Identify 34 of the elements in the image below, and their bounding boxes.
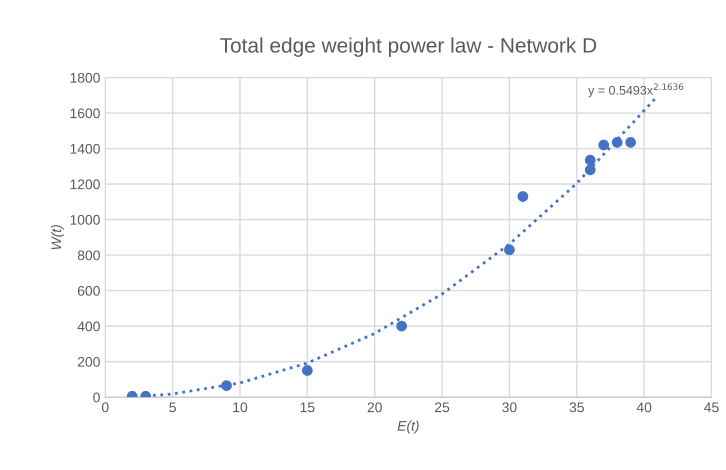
x-tick-label: 35 [570, 402, 584, 412]
x-axis-title: E(t) [398, 420, 419, 434]
x-tick-label: 30 [502, 402, 517, 412]
point [598, 140, 610, 150]
point [584, 154, 596, 166]
point [612, 137, 623, 148]
x-tick-label: 45 [704, 402, 719, 412]
y-tick-label: 200 [78, 356, 100, 367]
y-tick-label: 600 [78, 286, 100, 296]
point [396, 320, 407, 332]
point [302, 365, 313, 376]
point [625, 137, 636, 148]
y-tick-label: 1200 [70, 179, 100, 190]
y-tick-label: 800 [78, 250, 100, 260]
y-axis-title: W(t) [51, 225, 64, 250]
x-tick-label: 20 [368, 402, 382, 412]
y-tick-label: 1400 [70, 144, 100, 154]
y-tick-label: 1600 [70, 108, 100, 118]
y-tick-label: 0 [93, 392, 100, 402]
y-tick-label: 1800 [70, 72, 100, 83]
x-tick-label: 10 [233, 402, 248, 412]
x-tick-label: 15 [300, 402, 314, 412]
chart-title: Total edge weight power law - Network D [220, 37, 596, 57]
annotation: y = 0.5493x$^{2.1636}$ [588, 83, 684, 98]
x-tick-label: 25 [435, 402, 450, 412]
y-tick-label: 400 [78, 321, 100, 332]
x-tick-label: 5 [169, 402, 176, 412]
point [584, 164, 596, 176]
x-tick-label: 40 [636, 402, 652, 412]
y-tick-label: 1000 [70, 214, 100, 225]
point [518, 191, 528, 202]
point [504, 244, 515, 256]
x-tick-label: 0 [102, 402, 109, 412]
point [221, 380, 232, 391]
